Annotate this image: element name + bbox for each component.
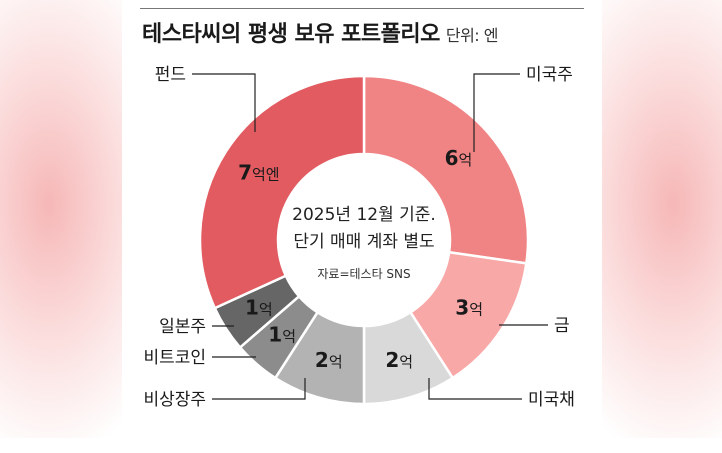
category-label-미국주: 미국주	[526, 65, 573, 85]
leader-lines	[192, 73, 548, 400]
category-label-금: 금	[554, 316, 570, 336]
bottom-strip	[0, 438, 722, 453]
center-note-line2: 단기 매매 계좌 별도	[293, 232, 434, 252]
value-label-펀드: 7억엔	[238, 160, 280, 184]
slice-1-미국주	[362, 74, 530, 265]
background-right	[600, 0, 722, 453]
chart-card: 테스타씨의 평생 보유 포트폴리오 단위: 엔 6억 3억 2억 2억 1억 1억 7억엔 미…	[122, 0, 602, 438]
category-label-펀드: 펀드	[155, 65, 186, 85]
value-label-비상장주: 2억	[315, 348, 343, 372]
center-source: 자료=테스타 SNS	[317, 267, 410, 281]
leader-line-비상장주	[212, 378, 306, 400]
leader-line-미국채	[428, 378, 522, 400]
chart-title: 테스타씨의 평생 보유 포트폴리오 단위: 엔	[142, 16, 498, 48]
slice-7-펀드	[198, 74, 366, 310]
leader-line-미국주	[473, 73, 520, 152]
slices	[198, 74, 530, 406]
value-label-비트코인: 1억	[268, 322, 296, 346]
value-label-미국채: 2억	[385, 348, 413, 372]
leader-line-펀드	[192, 73, 256, 132]
value-label-일본주: 1억	[245, 296, 273, 320]
unit-label: 단위: 엔	[445, 26, 499, 45]
category-label-비트코인: 비트코인	[143, 348, 206, 368]
center-note-line1: 2025년 12월 기준.	[292, 205, 436, 225]
top-rule	[140, 8, 584, 9]
value-label-미국주: 6억	[445, 146, 473, 170]
value-label-금: 3억	[455, 296, 483, 320]
category-label-비상장주: 비상장주	[143, 390, 206, 410]
chart-title-text: 테스타씨의 평생 보유 포트폴리오	[142, 22, 440, 47]
category-label-미국채: 미국채	[528, 390, 575, 410]
background-left	[0, 0, 122, 453]
category-label-일본주: 일본주	[159, 317, 206, 337]
